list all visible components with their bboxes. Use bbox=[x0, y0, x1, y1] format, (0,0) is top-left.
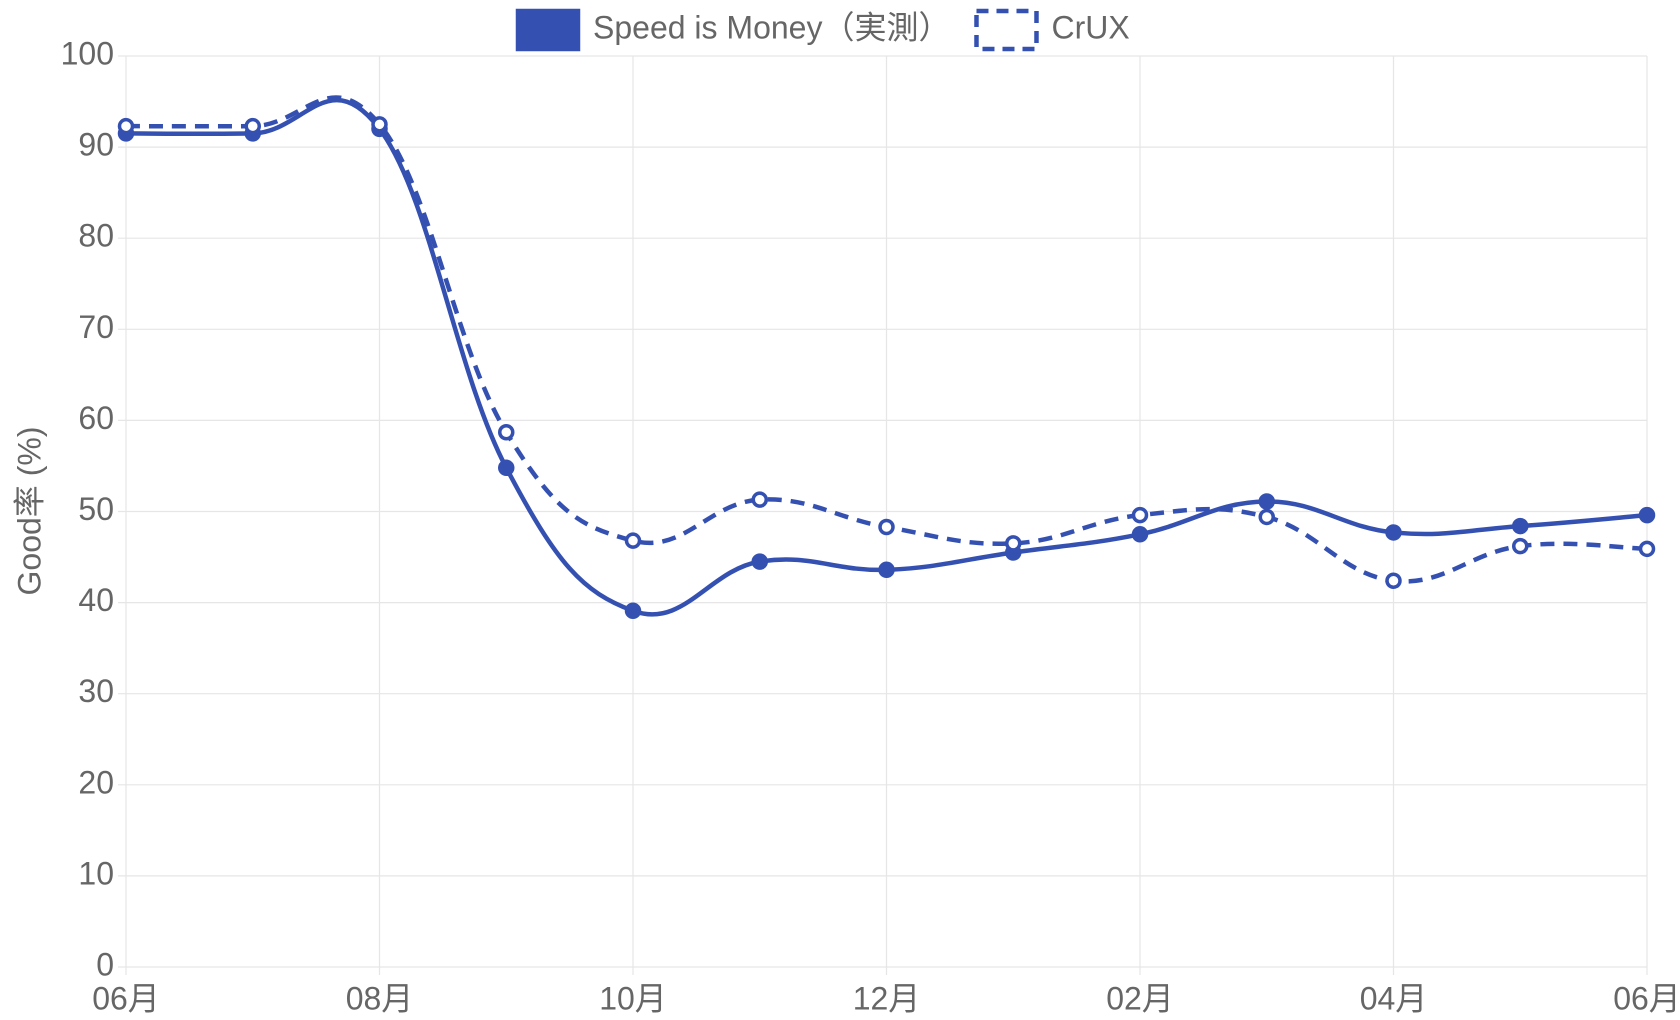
data-point bbox=[1258, 508, 1275, 526]
data-point bbox=[1385, 572, 1402, 589]
y-tick-label: 40 bbox=[78, 582, 114, 618]
data-point bbox=[624, 602, 642, 620]
y-tick-label: 70 bbox=[78, 309, 114, 345]
y-tick-label: 50 bbox=[78, 491, 114, 527]
legend-label: Speed is Money（実測） bbox=[593, 9, 950, 45]
x-tick-label: 10月 bbox=[599, 980, 667, 1016]
data-point bbox=[1131, 526, 1149, 543]
data-point bbox=[878, 561, 895, 579]
y-tick-label: 10 bbox=[78, 855, 114, 891]
y-axis-label: Good率 (%) bbox=[11, 427, 47, 596]
legend-swatch bbox=[515, 8, 581, 52]
x-tick-label: 12月 bbox=[853, 980, 921, 1016]
data-point bbox=[1258, 493, 1275, 510]
data-point bbox=[1005, 535, 1022, 552]
legend-label: CrUX bbox=[1051, 9, 1129, 45]
x-tick-label: 02月 bbox=[1106, 980, 1174, 1016]
data-point bbox=[1638, 506, 1656, 524]
y-tick-label: 20 bbox=[78, 764, 114, 800]
y-tick-label: 100 bbox=[61, 35, 114, 71]
y-tick-label: 90 bbox=[78, 127, 114, 163]
data-point bbox=[624, 532, 642, 549]
data-point bbox=[878, 518, 895, 536]
data-point bbox=[1131, 506, 1149, 524]
x-tick-label: 06月 bbox=[1613, 980, 1680, 1016]
x-tick-label: 04月 bbox=[1360, 980, 1428, 1016]
data-point bbox=[498, 423, 515, 441]
data-point bbox=[1512, 537, 1529, 555]
data-point bbox=[1512, 517, 1529, 535]
y-tick-label: 30 bbox=[78, 673, 114, 709]
x-tick-label: 06月 bbox=[92, 980, 160, 1016]
legend-swatch bbox=[974, 8, 1039, 52]
data-point bbox=[117, 117, 135, 135]
data-point bbox=[371, 116, 388, 133]
data-point bbox=[1385, 524, 1402, 541]
data-point bbox=[244, 117, 261, 135]
y-tick-label: 0 bbox=[96, 946, 114, 982]
data-point bbox=[751, 553, 768, 570]
data-point bbox=[751, 491, 768, 508]
y-tick-label: 80 bbox=[78, 218, 114, 254]
y-tick-label: 60 bbox=[78, 400, 114, 436]
data-point bbox=[498, 459, 515, 477]
x-tick-label: 08月 bbox=[346, 980, 414, 1016]
data-point bbox=[1638, 540, 1656, 558]
